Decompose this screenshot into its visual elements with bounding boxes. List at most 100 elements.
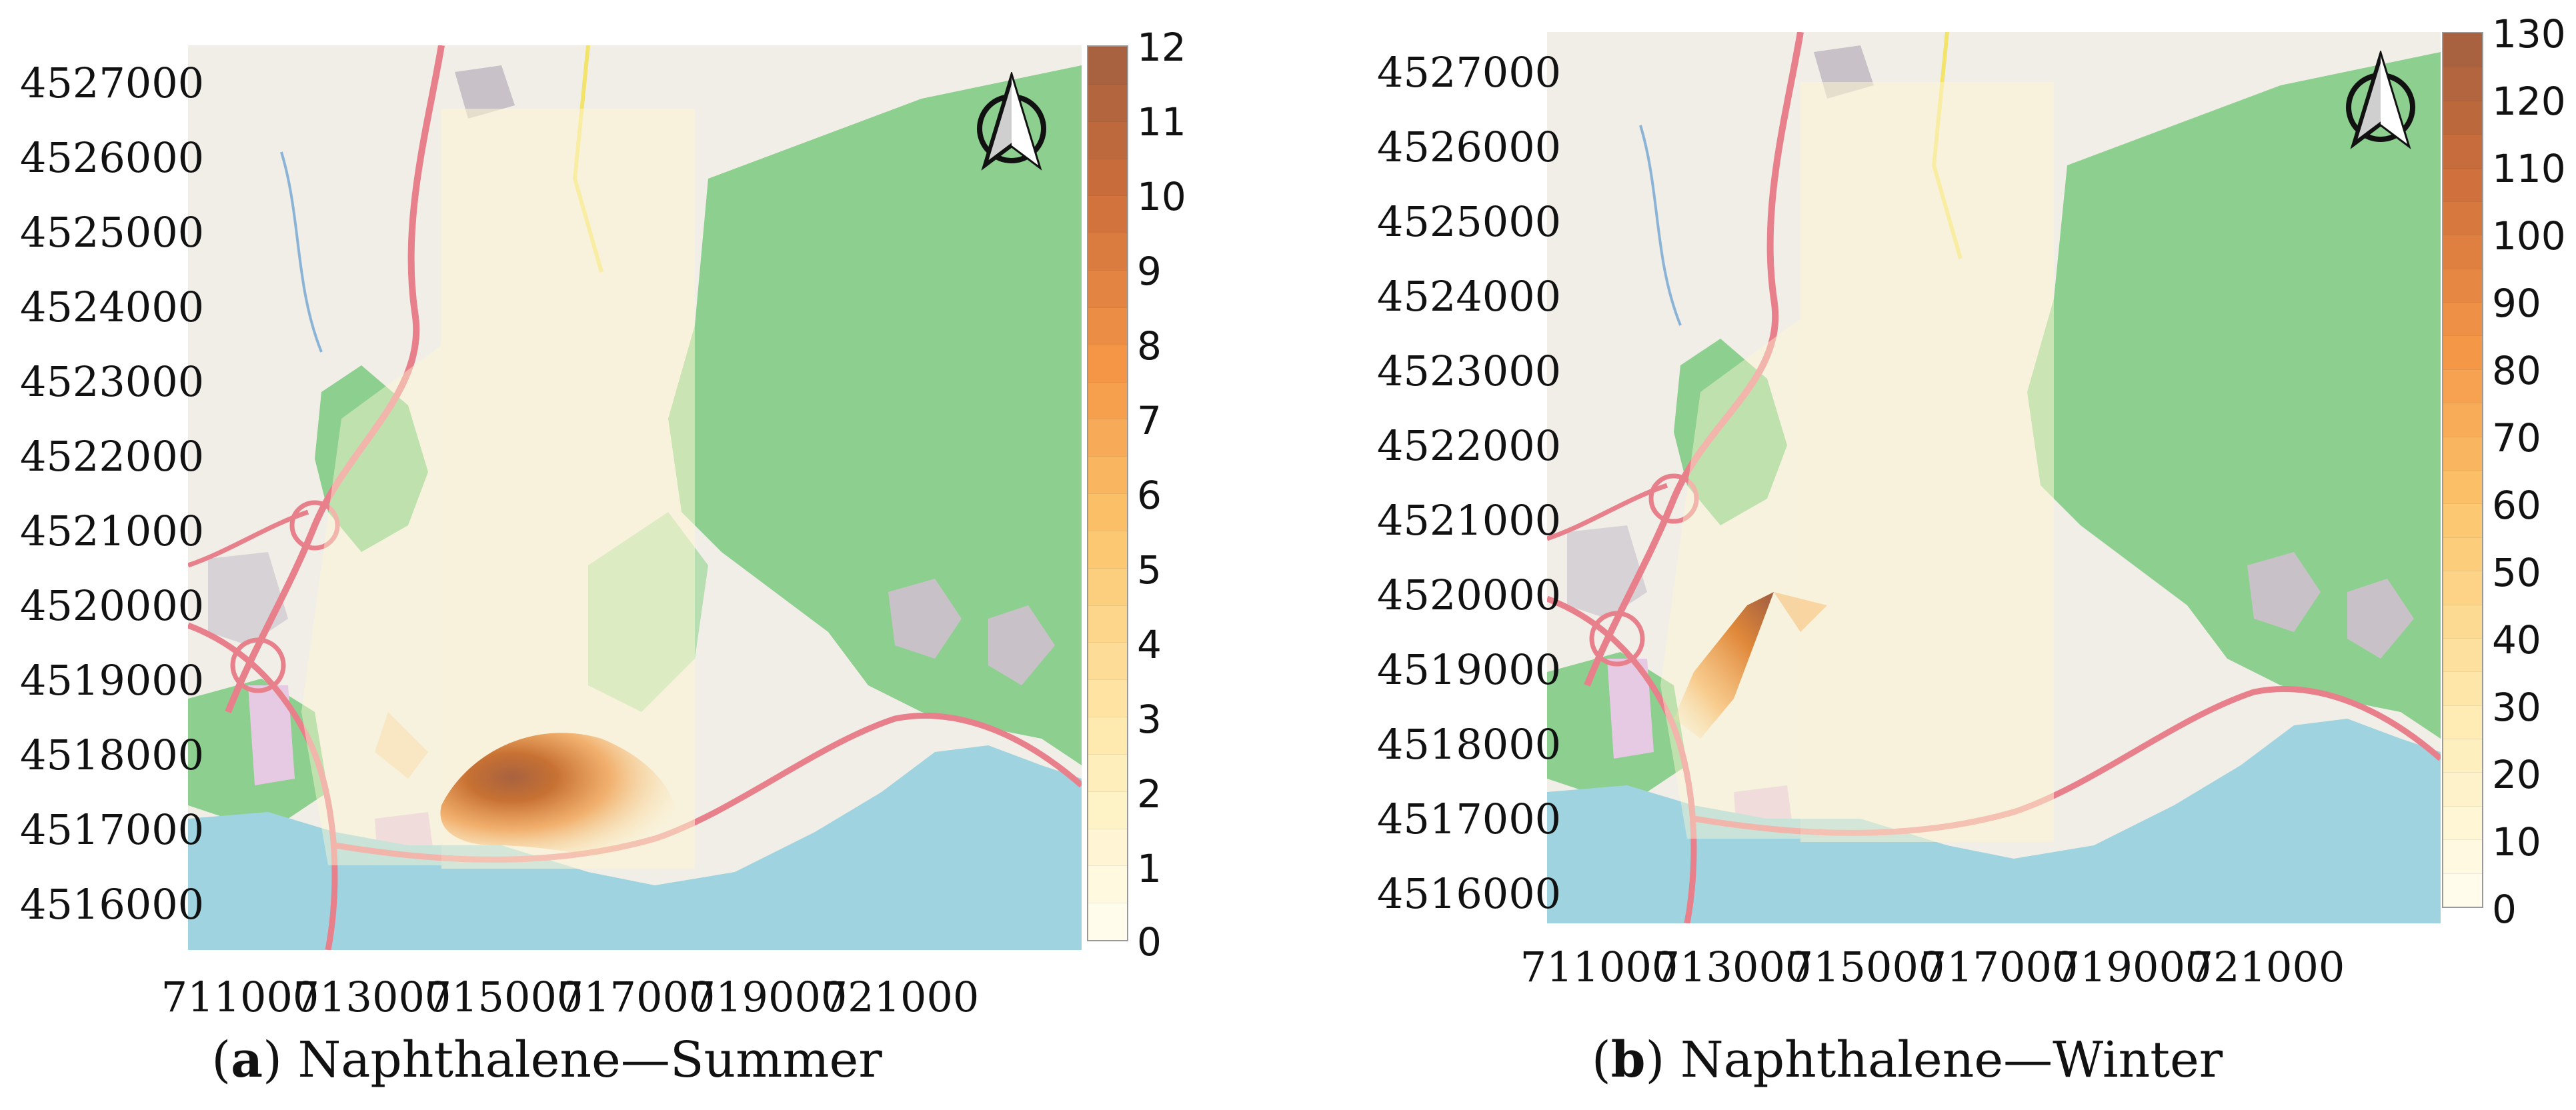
colorbar-segment bbox=[2443, 839, 2482, 874]
colorbar-segment bbox=[2443, 134, 2482, 169]
colorbar-tick-label: 60 bbox=[2492, 483, 2541, 528]
colorbar-tick-label: 110 bbox=[2492, 146, 2566, 191]
colorbar-b bbox=[2442, 32, 2483, 908]
caption-letter: b bbox=[1610, 1031, 1646, 1089]
colorbar-tick-label: 8 bbox=[1137, 323, 1162, 369]
colorbar-segment bbox=[1088, 679, 1127, 717]
colorbar-segment bbox=[2443, 671, 2482, 706]
colorbar-segment bbox=[2443, 873, 2482, 907]
colorbar-tick-label: 70 bbox=[2492, 415, 2541, 461]
north-arrow-icon bbox=[2346, 51, 2415, 149]
colorbar-segment bbox=[1088, 753, 1127, 792]
x-tick-label: 711000 bbox=[161, 973, 319, 1021]
y-tick-label: 4519000 bbox=[1377, 645, 1562, 694]
colorbar-segment bbox=[1088, 791, 1127, 829]
colorbar-segment bbox=[1088, 828, 1127, 867]
y-tick-label: 4525000 bbox=[20, 208, 205, 257]
x-tick-label: 717000 bbox=[1920, 943, 2079, 991]
y-tick-label: 4516000 bbox=[20, 880, 205, 929]
colorbar-tick-label: 2 bbox=[1137, 771, 1162, 817]
colorbar-tick-label: 10 bbox=[1137, 174, 1186, 219]
colorbar-segment bbox=[2443, 772, 2482, 807]
y-tick-label: 4521000 bbox=[1377, 496, 1562, 545]
basemap-b bbox=[1547, 32, 2441, 923]
colorbar-segment bbox=[2443, 335, 2482, 370]
y-tick-label: 4518000 bbox=[20, 731, 205, 779]
y-tick-label: 4523000 bbox=[1377, 347, 1562, 395]
colorbar-segment bbox=[2443, 33, 2482, 68]
colorbar-segment bbox=[1088, 158, 1127, 197]
colorbar-tick-label: 30 bbox=[2492, 685, 2541, 730]
colorbar-segment bbox=[2443, 537, 2482, 572]
y-tick-label: 4520000 bbox=[1377, 571, 1562, 619]
x-tick-label: 713000 bbox=[293, 973, 451, 1021]
x-tick-label: 715000 bbox=[1786, 943, 1945, 991]
colorbar-segment bbox=[1088, 903, 1127, 940]
x-tick-label: 719000 bbox=[689, 973, 848, 1021]
y-tick-label: 4524000 bbox=[1377, 272, 1562, 321]
y-tick-label: 4527000 bbox=[20, 59, 205, 107]
y-tick-label: 4524000 bbox=[20, 283, 205, 331]
colorbar-segment bbox=[1088, 419, 1127, 457]
colorbar-segment bbox=[1088, 642, 1127, 681]
colorbar-segment bbox=[1088, 567, 1127, 606]
colorbar-segment bbox=[1088, 381, 1127, 420]
colorbar-segment bbox=[2443, 235, 2482, 269]
map-a bbox=[188, 45, 1082, 950]
y-tick-label: 4517000 bbox=[1377, 795, 1562, 843]
colorbar-segment bbox=[1088, 530, 1127, 569]
caption-text: Naphthalene—Winter bbox=[1680, 1031, 2223, 1089]
x-tick-label: 719000 bbox=[2053, 943, 2212, 991]
colorbar-segment bbox=[1088, 307, 1127, 345]
colorbar-tick-label: 10 bbox=[2492, 819, 2541, 865]
colorbar-segment bbox=[1088, 493, 1127, 531]
y-tick-label: 4517000 bbox=[20, 805, 205, 854]
y-tick-label: 4516000 bbox=[1377, 869, 1562, 918]
colorbar-segment bbox=[1088, 456, 1127, 494]
caption-letter: a bbox=[231, 1031, 263, 1089]
colorbar-segment bbox=[1088, 865, 1127, 904]
basemap-a bbox=[188, 45, 1082, 950]
colorbar-segment bbox=[2443, 268, 2482, 303]
colorbar-segment bbox=[2443, 805, 2482, 841]
colorbar-segment bbox=[2443, 201, 2482, 236]
colorbar-tick-label: 100 bbox=[2492, 213, 2566, 259]
colorbar-segment bbox=[2443, 403, 2482, 437]
colorbar-segment bbox=[2443, 739, 2482, 773]
colorbar-segment bbox=[2443, 100, 2482, 135]
colorbar-segment bbox=[2443, 369, 2482, 404]
colorbar-segment bbox=[2443, 436, 2482, 471]
y-tick-label: 4527000 bbox=[1377, 48, 1562, 97]
colorbar-segment bbox=[2443, 167, 2482, 202]
colorbar-tick-label: 4 bbox=[1137, 622, 1162, 667]
colorbar-tick-label: 5 bbox=[1137, 547, 1162, 593]
colorbar-tick-label: 130 bbox=[2492, 11, 2566, 57]
colorbar-segment bbox=[2443, 637, 2482, 673]
colorbar-tick-label: 80 bbox=[2492, 348, 2541, 393]
colorbar-segment bbox=[1088, 47, 1127, 85]
map-b bbox=[1547, 32, 2441, 923]
colorbar-segment bbox=[2443, 705, 2482, 740]
colorbar-tick-label: 0 bbox=[1137, 919, 1162, 965]
colorbar-segment bbox=[2443, 503, 2482, 538]
y-tick-label: 4522000 bbox=[20, 432, 205, 481]
colorbar-tick-label: 90 bbox=[2492, 281, 2541, 326]
colorbar-segment bbox=[1088, 717, 1127, 755]
caption-b: (b) Naphthalene—Winter bbox=[1591, 1031, 2223, 1089]
y-tick-label: 4526000 bbox=[20, 133, 205, 182]
colorbar-tick-label: 6 bbox=[1137, 473, 1162, 518]
colorbar-tick-label: 50 bbox=[2492, 550, 2541, 595]
y-tick-label: 4526000 bbox=[1377, 123, 1562, 171]
x-tick-label: 713000 bbox=[1653, 943, 1812, 991]
colorbar-a bbox=[1087, 45, 1128, 941]
colorbar-segment bbox=[1088, 344, 1127, 383]
colorbar-tick-label: 120 bbox=[2492, 79, 2566, 124]
colorbar-segment bbox=[1088, 270, 1127, 308]
panel-a: 4527000 4526000 4525000 4524000 4523000 … bbox=[0, 0, 1267, 1110]
colorbar-segment bbox=[2443, 302, 2482, 337]
colorbar-segment bbox=[1088, 83, 1127, 122]
colorbar-tick-label: 7 bbox=[1137, 398, 1162, 443]
y-tick-label: 4521000 bbox=[20, 507, 205, 555]
colorbar-segment bbox=[2443, 67, 2482, 101]
panel-b: 4527000 4526000 4525000 4524000 4523000 … bbox=[1360, 0, 2576, 1110]
